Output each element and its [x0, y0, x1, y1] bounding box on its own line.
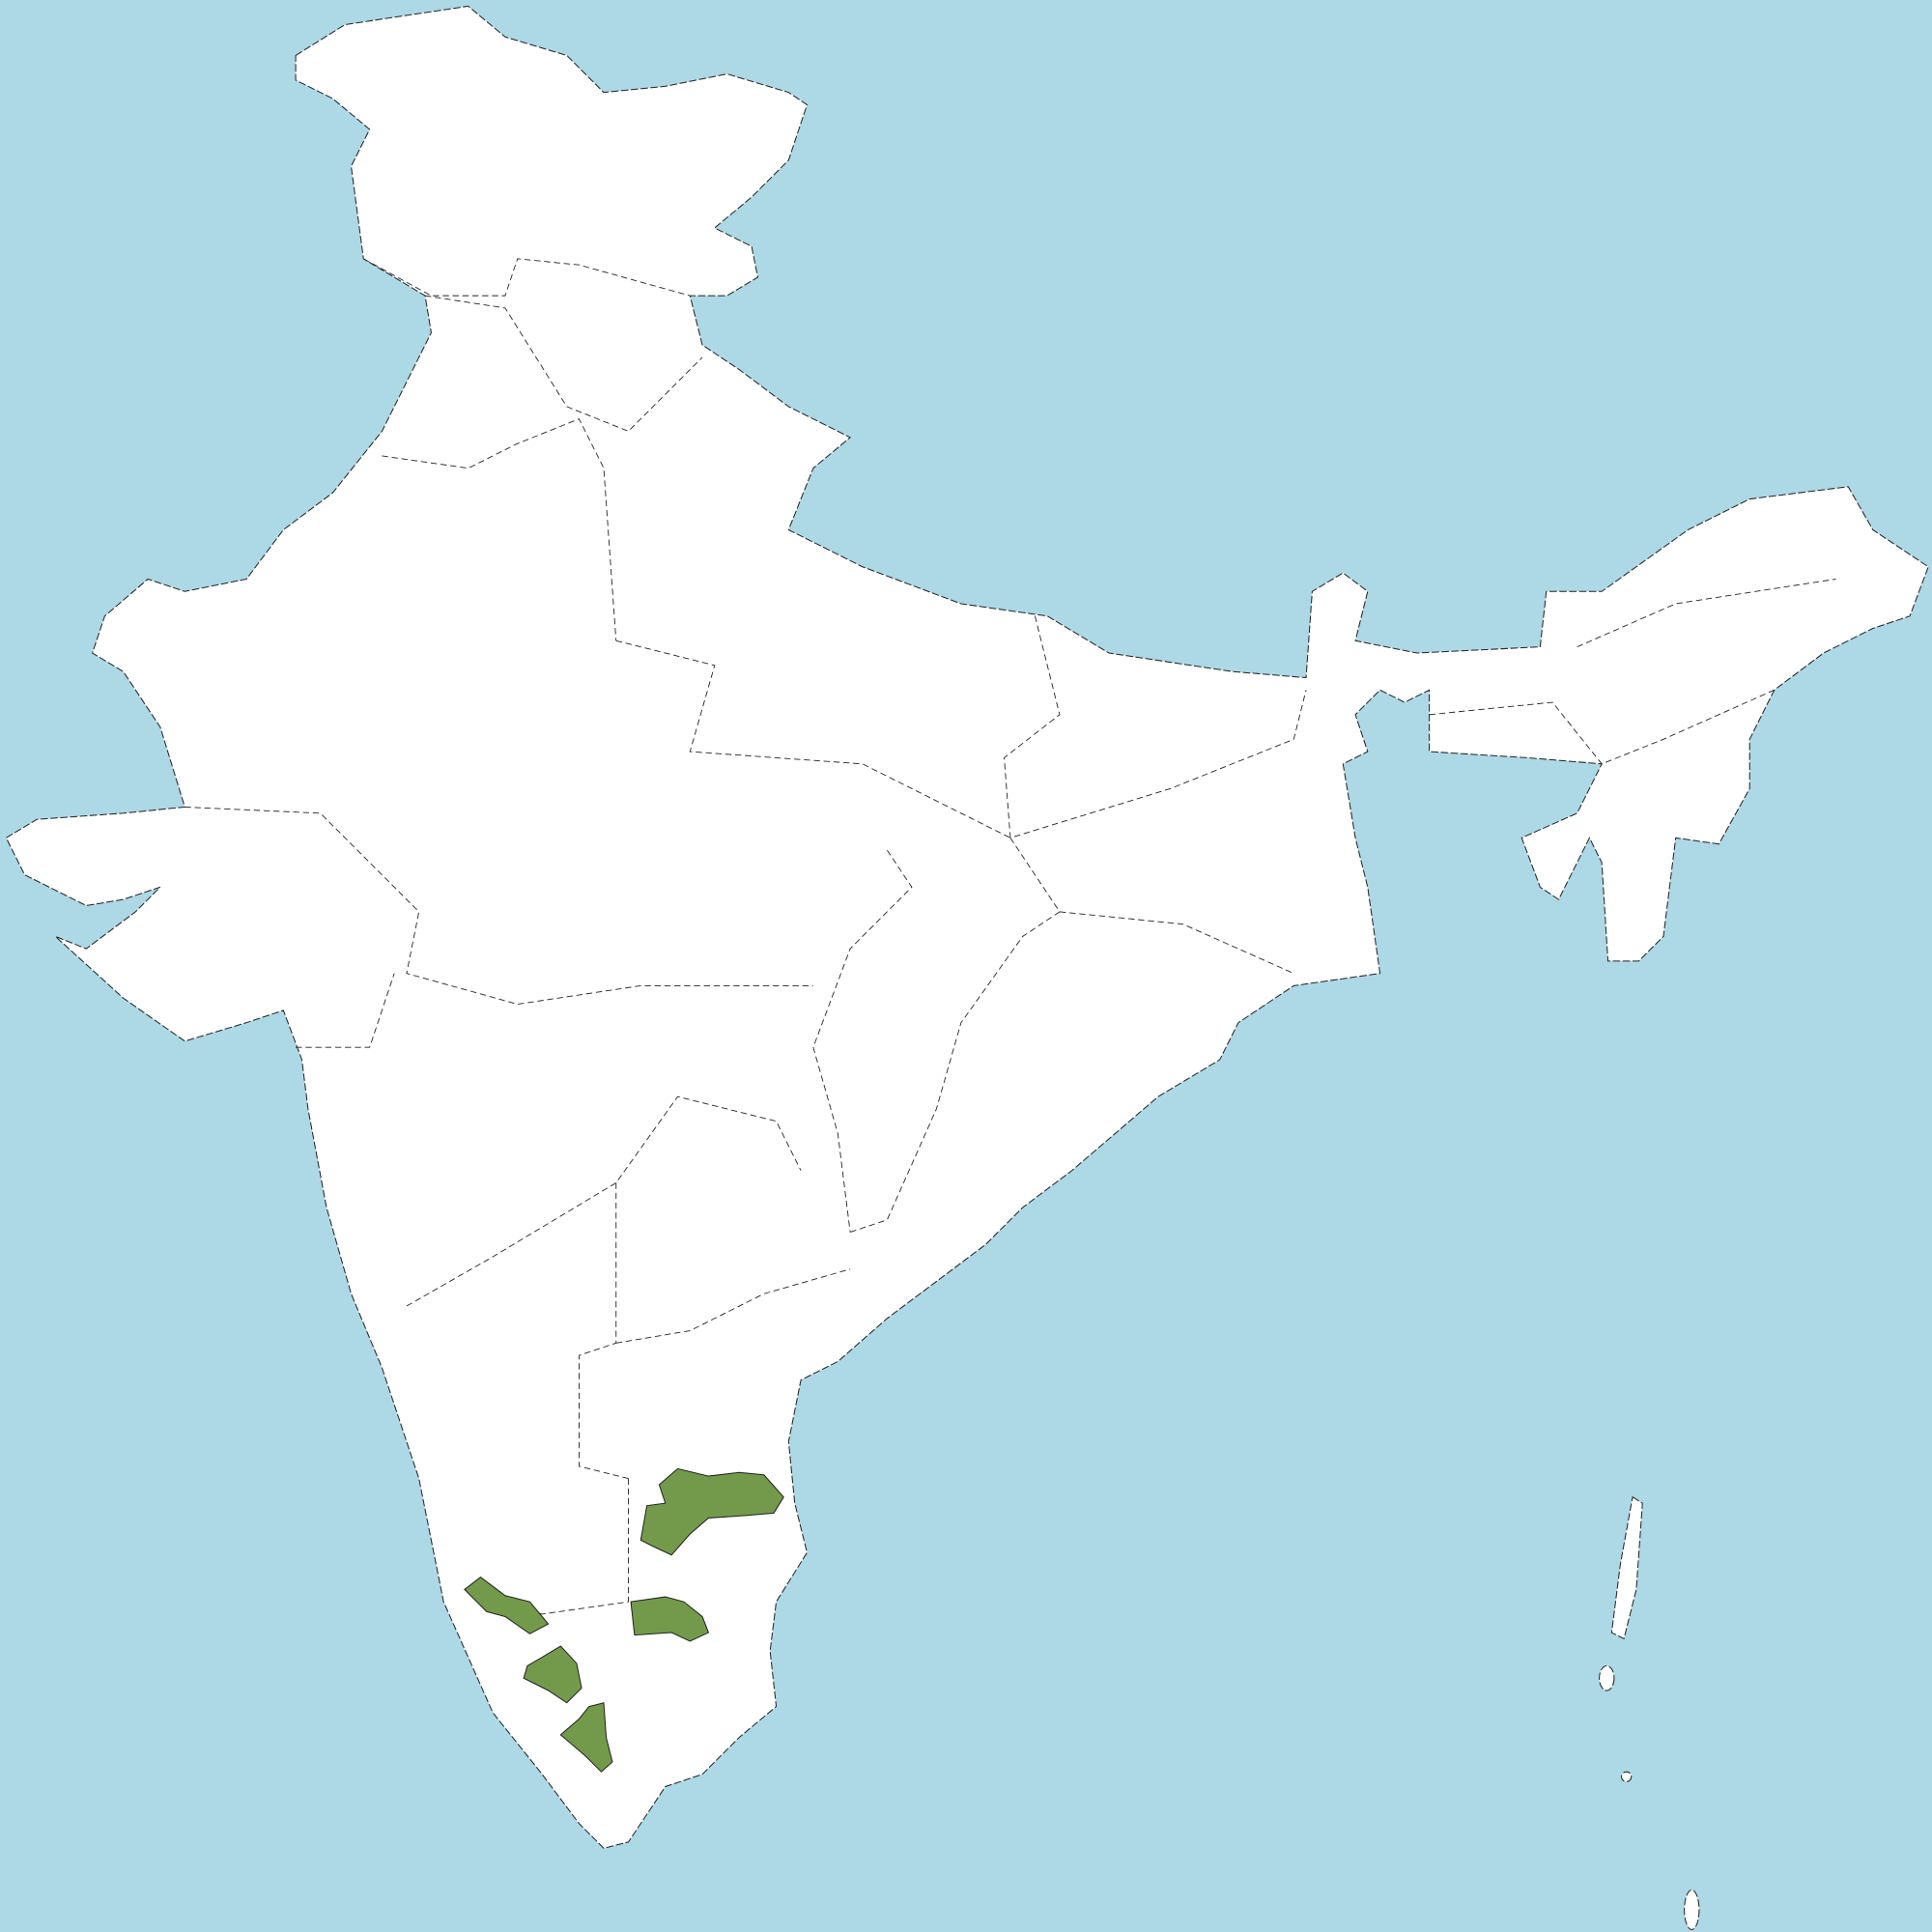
highlighted-district	[523, 1645, 582, 1704]
andaman-nicobar-islands	[1599, 1495, 1700, 1930]
highlighted-district	[630, 1596, 710, 1642]
india-mainland	[5, 5, 1929, 1849]
highlighted-district	[464, 1577, 550, 1634]
highlighted-district	[559, 1702, 613, 1773]
state-borders	[185, 258, 1836, 1615]
highlighted-districts	[464, 1467, 784, 1773]
highlighted-district	[639, 1467, 784, 1556]
